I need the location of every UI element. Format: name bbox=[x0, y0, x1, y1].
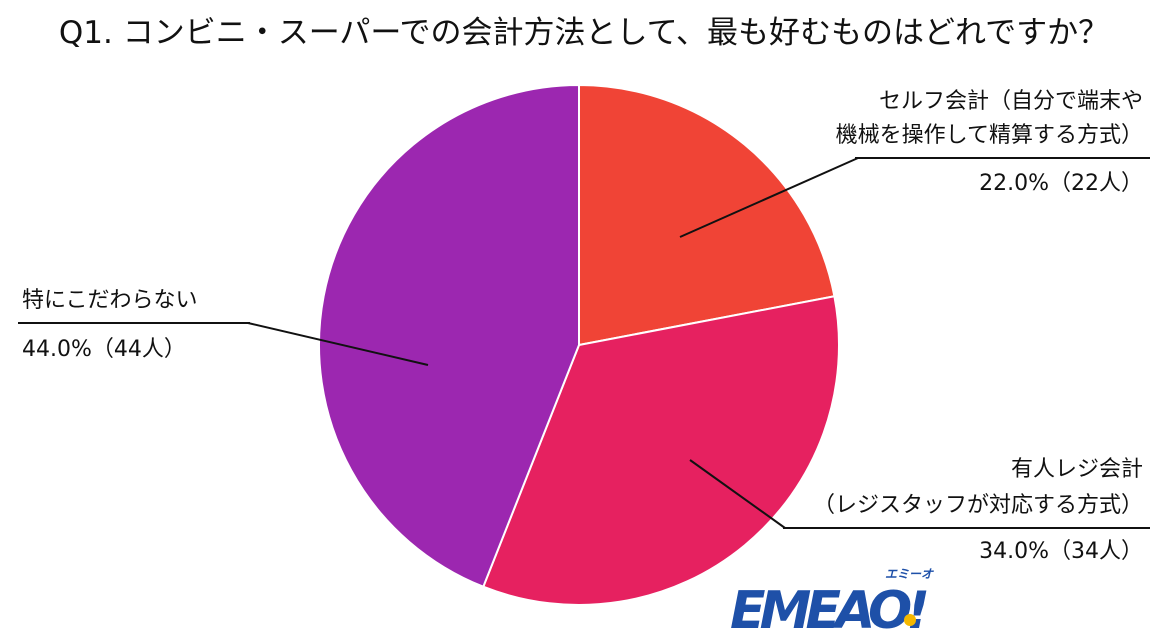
slice-value-no-preference: 44.0%（44人） bbox=[22, 337, 186, 362]
pie-slice-staffed-register bbox=[481, 295, 840, 606]
slice-label-no-preference: 特にこだわらない bbox=[22, 288, 198, 313]
pie-slice-self-checkout bbox=[578, 83, 836, 347]
logo-accent-dot bbox=[904, 614, 916, 626]
logo-wordmark: EMEAO! bbox=[730, 581, 930, 641]
pie-slice-no-preference bbox=[318, 83, 580, 589]
slice-value-staffed-register: 34.0%（34人） bbox=[979, 539, 1143, 564]
chart-title: Q1. コンビニ・スーパーでの会計方法として、最も好むものはどれですか？ bbox=[59, 15, 1109, 51]
emeao-logo: エミーオ EMEAO! bbox=[730, 567, 934, 641]
slice-label-staffed-register-line2: （レジスタッフが対応する方式） bbox=[813, 493, 1143, 518]
slice-label-self-checkout-line1: セルフ会計（自分で端末や bbox=[879, 89, 1143, 114]
pie-slices bbox=[318, 83, 840, 606]
slice-label-staffed-register-line1: 有人レジ会計 bbox=[1011, 457, 1143, 482]
leader-line-self-checkout bbox=[679, 157, 859, 238]
slice-value-self-checkout: 22.0%（22人） bbox=[979, 171, 1143, 196]
slice-label-self-checkout-line2: 機械を操作して精算する方式） bbox=[836, 123, 1143, 148]
leader-line-staffed-register bbox=[689, 459, 786, 529]
logo-ruby: エミーオ bbox=[885, 567, 934, 581]
leader-line-no-preference bbox=[247, 322, 429, 366]
